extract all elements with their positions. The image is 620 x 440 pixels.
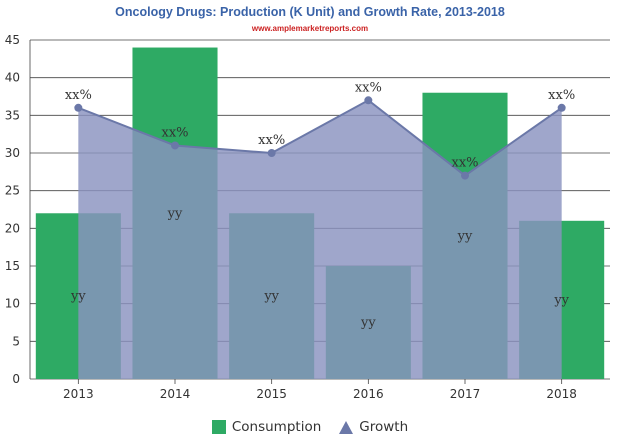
growth-area-fill — [78, 100, 562, 380]
growth-data-label: xx% — [548, 88, 575, 103]
x-axis-ticks: 2013 2014 2015 2016 2017 2018 — [63, 379, 577, 401]
growth-area — [74, 96, 566, 380]
x-tick-label: 2018 — [546, 387, 577, 401]
growth-data-label: xx% — [451, 156, 478, 171]
growth-data-label: xx% — [65, 88, 92, 103]
y-tick-label: 10 — [5, 297, 20, 311]
x-tick-label: 2017 — [450, 387, 481, 401]
growth-point — [461, 171, 469, 180]
bar-data-label: yy — [553, 293, 569, 308]
square-swatch-icon — [211, 420, 226, 434]
y-axis-ticks: 0 5 10 15 20 25 30 35 40 45 — [5, 33, 20, 386]
y-tick-label: 30 — [5, 146, 20, 160]
legend-item-growth[interactable]: Growth — [339, 419, 408, 435]
growth-point — [171, 141, 179, 150]
y-tick-label: 20 — [5, 221, 20, 235]
x-tick-label: 2014 — [160, 387, 191, 401]
bar-data-label: yy — [360, 316, 376, 331]
y-tick-label: 35 — [5, 108, 20, 122]
growth-data-label: xx% — [161, 125, 188, 140]
data-labels: yy yy yy yy yy yy xx% xx% xx% xx% xx% xx% — [65, 80, 575, 330]
growth-line — [77, 99, 563, 177]
y-tick-label: 5 — [12, 334, 20, 348]
y-tick-label: 0 — [12, 372, 20, 386]
chart-subtitle: www.amplemarketreports.com — [251, 24, 368, 33]
chart-svg: Oncology Drugs: Production (K Unit) and … — [5, 5, 610, 401]
bar-data-label: yy — [167, 206, 183, 221]
growth-point — [267, 149, 276, 157]
bar-data-label: yy — [70, 289, 86, 304]
y-tick-label: 25 — [5, 184, 20, 198]
triangle-swatch-icon — [339, 420, 354, 434]
y-tick-label: 40 — [5, 71, 20, 85]
legend-item-consumption[interactable]: Consumption — [211, 419, 322, 435]
y-tick-label: 45 — [5, 33, 20, 47]
legend-label-growth: Growth — [359, 419, 409, 435]
growth-data-label: xx% — [355, 80, 382, 95]
x-tick-label: 2013 — [63, 387, 94, 401]
growth-point — [557, 103, 566, 112]
growth-point — [74, 103, 83, 112]
y-tick-label: 15 — [5, 259, 20, 273]
chart-title: Oncology Drugs: Production (K Unit) and … — [115, 5, 505, 19]
bar-data-label: yy — [263, 289, 279, 304]
legend: Consumption Growth — [0, 419, 620, 435]
legend-label-consumption: Consumption — [231, 419, 322, 435]
x-tick-label: 2015 — [256, 387, 287, 401]
growth-data-label: xx% — [258, 133, 285, 148]
bar-data-label: yy — [457, 229, 473, 244]
x-tick-label: 2016 — [353, 387, 384, 401]
growth-point — [364, 96, 373, 105]
